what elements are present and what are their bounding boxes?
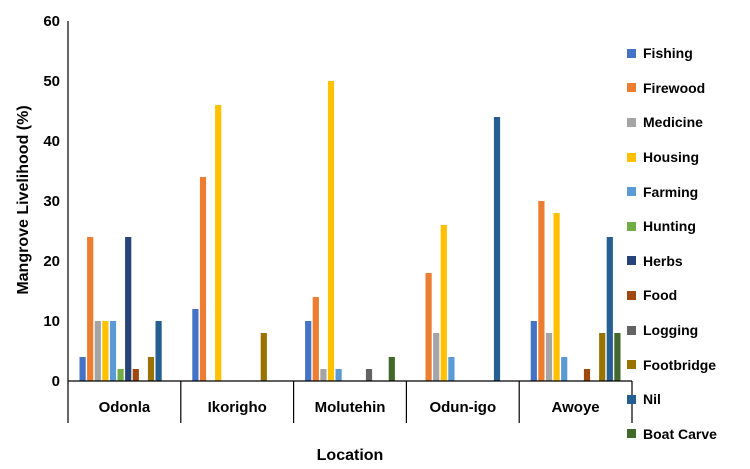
- legend-swatch: [627, 152, 636, 162]
- legend-item: Housing: [627, 140, 749, 175]
- bar: [599, 333, 606, 381]
- bars: [79, 81, 621, 381]
- legend-label: Footbridge: [643, 356, 717, 373]
- category-labels: Odonla Ikorigho Molutehin Odun-igo Awoye: [99, 399, 600, 416]
- y-axis-ticks: 0 10 20 30 40 50 60: [43, 13, 60, 390]
- bar: [192, 309, 199, 381]
- y-tick-label: 50: [43, 73, 60, 90]
- bar: [493, 117, 501, 381]
- bar: [94, 321, 101, 381]
- legend-item: Farming: [627, 174, 749, 209]
- legend-swatch: [627, 117, 636, 127]
- legend-item: Medicine: [627, 105, 749, 140]
- legend-label: Food: [643, 287, 678, 304]
- legend-item: Logging: [627, 313, 749, 348]
- bar: [87, 237, 94, 381]
- legend-label: Logging: [643, 322, 699, 339]
- legend-swatch: [627, 221, 636, 231]
- x-axis-title: Location: [317, 447, 384, 464]
- y-axis-title: Mangrove Livelihood (%): [15, 105, 32, 294]
- bar: [433, 333, 440, 381]
- legend-label: Medicine: [643, 114, 703, 131]
- bar: [102, 321, 109, 381]
- bar: [583, 369, 591, 381]
- y-tick-label: 20: [43, 253, 60, 270]
- bar: [545, 333, 553, 381]
- bar: [312, 297, 319, 381]
- bar: [215, 105, 222, 381]
- y-tick-label: 0: [52, 373, 60, 390]
- category-label: Ikorigho: [208, 399, 267, 416]
- category-label: Odun-igo: [429, 399, 496, 416]
- bar: [327, 81, 335, 381]
- legend-swatch: [627, 394, 636, 404]
- legend-item: Hunting: [627, 209, 749, 244]
- legend-item: Herbs: [627, 244, 749, 279]
- legend-swatch: [627, 360, 636, 370]
- bar: [530, 321, 537, 381]
- bar: [109, 321, 117, 381]
- bar: [132, 369, 139, 381]
- category-label: Molutehin: [315, 399, 386, 416]
- bar: [365, 369, 373, 381]
- category-label: Odonla: [99, 399, 151, 416]
- legend-label: Farming: [643, 183, 699, 200]
- legend-swatch: [627, 83, 636, 93]
- bar: [79, 357, 86, 381]
- legend-item: Nil: [627, 382, 749, 417]
- legend-item: Fishing: [627, 36, 749, 71]
- bar: [147, 357, 155, 381]
- legend-label: Housing: [643, 149, 699, 166]
- legend-label: Hunting: [643, 218, 696, 235]
- y-tick-label: 40: [43, 133, 60, 150]
- bar: [553, 213, 560, 381]
- bar: [320, 369, 327, 381]
- legend-label: Boat Carve: [643, 425, 717, 442]
- bar: [448, 357, 455, 381]
- legend-label: Herbs: [643, 252, 683, 269]
- legend-label: Nil: [643, 391, 661, 408]
- legend-item: Food: [627, 278, 749, 313]
- legend-swatch: [627, 429, 636, 439]
- bar: [155, 321, 162, 381]
- bar: [305, 321, 312, 381]
- legend-label: Fishing: [643, 45, 693, 62]
- category-label: Awoye: [552, 399, 600, 416]
- bar: [125, 237, 132, 381]
- bar: [388, 357, 395, 381]
- category-separators: [67, 381, 633, 423]
- bar: [117, 369, 124, 381]
- legend-swatch: [627, 290, 636, 300]
- bar: [425, 273, 432, 381]
- legend-swatch: [627, 325, 636, 335]
- legend-swatch: [627, 187, 636, 197]
- legend-swatch: [627, 256, 636, 266]
- bar: [199, 177, 207, 381]
- legend-item: Boat Carve: [627, 417, 749, 452]
- bar: [606, 237, 613, 381]
- legend-item: Firewood: [627, 71, 749, 106]
- bar: [335, 369, 342, 381]
- y-tick-label: 60: [43, 13, 60, 30]
- legend-swatch: [627, 48, 636, 58]
- bar: [561, 357, 568, 381]
- chart-legend: Fishing Firewood Medicine Housing Farming Hun…: [627, 36, 749, 451]
- legend-item: Footbridge: [627, 347, 749, 382]
- bar: [440, 225, 447, 381]
- y-tick-label: 10: [43, 313, 60, 330]
- bar: [614, 333, 621, 381]
- legend-label: Firewood: [643, 79, 706, 96]
- y-tick-label: 30: [43, 193, 60, 210]
- bar: [260, 333, 267, 381]
- bar: [538, 201, 545, 381]
